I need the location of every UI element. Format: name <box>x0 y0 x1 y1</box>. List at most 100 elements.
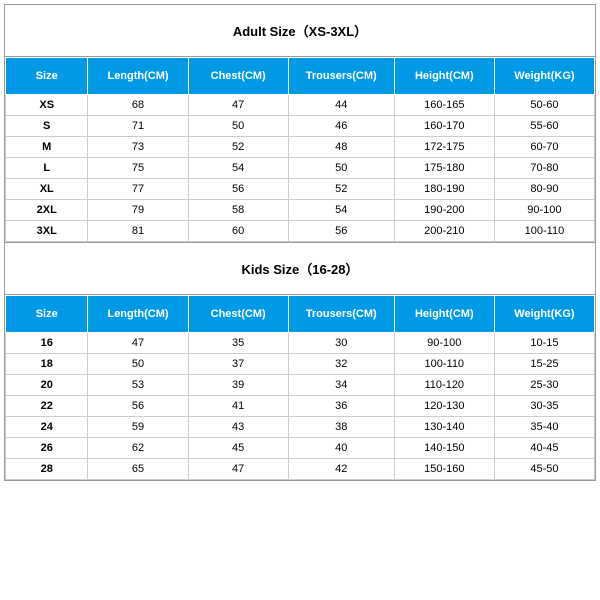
cell: 50-60 <box>494 95 594 116</box>
cell: 48 <box>288 137 394 158</box>
cell: 38 <box>288 417 394 438</box>
cell: 45 <box>188 438 288 459</box>
cell: 40 <box>288 438 394 459</box>
cell: 73 <box>88 137 188 158</box>
cell: 35 <box>188 333 288 354</box>
cell: 180-190 <box>394 179 494 200</box>
cell: 190-200 <box>394 200 494 221</box>
cell: 43 <box>188 417 288 438</box>
cell: 34 <box>288 375 394 396</box>
cell: 81 <box>88 221 188 242</box>
cell: L <box>6 158 88 179</box>
table-row: XS684744160-16550-60 <box>6 95 595 116</box>
cell: 120-130 <box>394 396 494 417</box>
cell: 110-120 <box>394 375 494 396</box>
cell: 56 <box>188 179 288 200</box>
cell: 22 <box>6 396 88 417</box>
table-row: L755450175-18070-80 <box>6 158 595 179</box>
cell: 37 <box>188 354 288 375</box>
cell: 79 <box>88 200 188 221</box>
cell: 80-90 <box>494 179 594 200</box>
col-chest: Chest(CM) <box>188 58 288 95</box>
cell: 68 <box>88 95 188 116</box>
col-chest: Chest(CM) <box>188 296 288 333</box>
cell: 150-160 <box>394 459 494 480</box>
col-length: Length(CM) <box>88 296 188 333</box>
table-row: S715046160-17055-60 <box>6 116 595 137</box>
cell: 70-80 <box>494 158 594 179</box>
cell: 44 <box>288 95 394 116</box>
cell: 10-15 <box>494 333 594 354</box>
cell: 20 <box>6 375 88 396</box>
cell: 160-170 <box>394 116 494 137</box>
cell: 65 <box>88 459 188 480</box>
cell: 175-180 <box>394 158 494 179</box>
table-row: M735248172-17560-70 <box>6 137 595 158</box>
cell: 53 <box>88 375 188 396</box>
col-height: Height(CM) <box>394 296 494 333</box>
table-row: 20533934110-12025-30 <box>6 375 595 396</box>
cell: 200-210 <box>394 221 494 242</box>
cell: 30 <box>288 333 394 354</box>
kids-title: Kids Size（16-28） <box>5 242 595 295</box>
cell: 50 <box>288 158 394 179</box>
cell: XL <box>6 179 88 200</box>
cell: 160-165 <box>394 95 494 116</box>
cell: 58 <box>188 200 288 221</box>
cell: 45-50 <box>494 459 594 480</box>
cell: 47 <box>188 95 288 116</box>
cell: 36 <box>288 396 394 417</box>
kids-table: Size Length(CM) Chest(CM) Trousers(CM) H… <box>5 295 595 480</box>
table-row: 28654742150-16045-50 <box>6 459 595 480</box>
cell: XS <box>6 95 88 116</box>
adult-table: Size Length(CM) Chest(CM) Trousers(CM) H… <box>5 57 595 242</box>
cell: 46 <box>288 116 394 137</box>
cell: 24 <box>6 417 88 438</box>
table-row: 2XL795854190-20090-100 <box>6 200 595 221</box>
cell: 52 <box>188 137 288 158</box>
cell: 140-150 <box>394 438 494 459</box>
cell: 35-40 <box>494 417 594 438</box>
adult-title: Adult Size（XS-3XL） <box>5 5 595 57</box>
cell: 52 <box>288 179 394 200</box>
table-row: 22564136120-13030-35 <box>6 396 595 417</box>
cell: 54 <box>188 158 288 179</box>
cell: 47 <box>188 459 288 480</box>
adult-header-row: Size Length(CM) Chest(CM) Trousers(CM) H… <box>6 58 595 95</box>
table-row: 1647353090-10010-15 <box>6 333 595 354</box>
cell: 42 <box>288 459 394 480</box>
cell: S <box>6 116 88 137</box>
cell: 2XL <box>6 200 88 221</box>
col-length: Length(CM) <box>88 58 188 95</box>
cell: 100-110 <box>394 354 494 375</box>
cell: 60 <box>188 221 288 242</box>
cell: 18 <box>6 354 88 375</box>
size-chart: Adult Size（XS-3XL） Size Length(CM) Chest… <box>4 4 596 481</box>
cell: 56 <box>88 396 188 417</box>
cell: 59 <box>88 417 188 438</box>
col-weight: Weight(KG) <box>494 296 594 333</box>
kids-header-row: Size Length(CM) Chest(CM) Trousers(CM) H… <box>6 296 595 333</box>
cell: 54 <box>288 200 394 221</box>
cell: 90-100 <box>394 333 494 354</box>
cell: 77 <box>88 179 188 200</box>
col-height: Height(CM) <box>394 58 494 95</box>
table-row: 18503732100-11015-25 <box>6 354 595 375</box>
cell: 41 <box>188 396 288 417</box>
cell: 47 <box>88 333 188 354</box>
cell: 90-100 <box>494 200 594 221</box>
table-row: 24594338130-14035-40 <box>6 417 595 438</box>
cell: 71 <box>88 116 188 137</box>
cell: 50 <box>188 116 288 137</box>
col-size: Size <box>6 296 88 333</box>
cell: 30-35 <box>494 396 594 417</box>
cell: 15-25 <box>494 354 594 375</box>
col-size: Size <box>6 58 88 95</box>
cell: 26 <box>6 438 88 459</box>
cell: 60-70 <box>494 137 594 158</box>
cell: 3XL <box>6 221 88 242</box>
table-row: 26624540140-15040-45 <box>6 438 595 459</box>
cell: 130-140 <box>394 417 494 438</box>
cell: 25-30 <box>494 375 594 396</box>
cell: 172-175 <box>394 137 494 158</box>
